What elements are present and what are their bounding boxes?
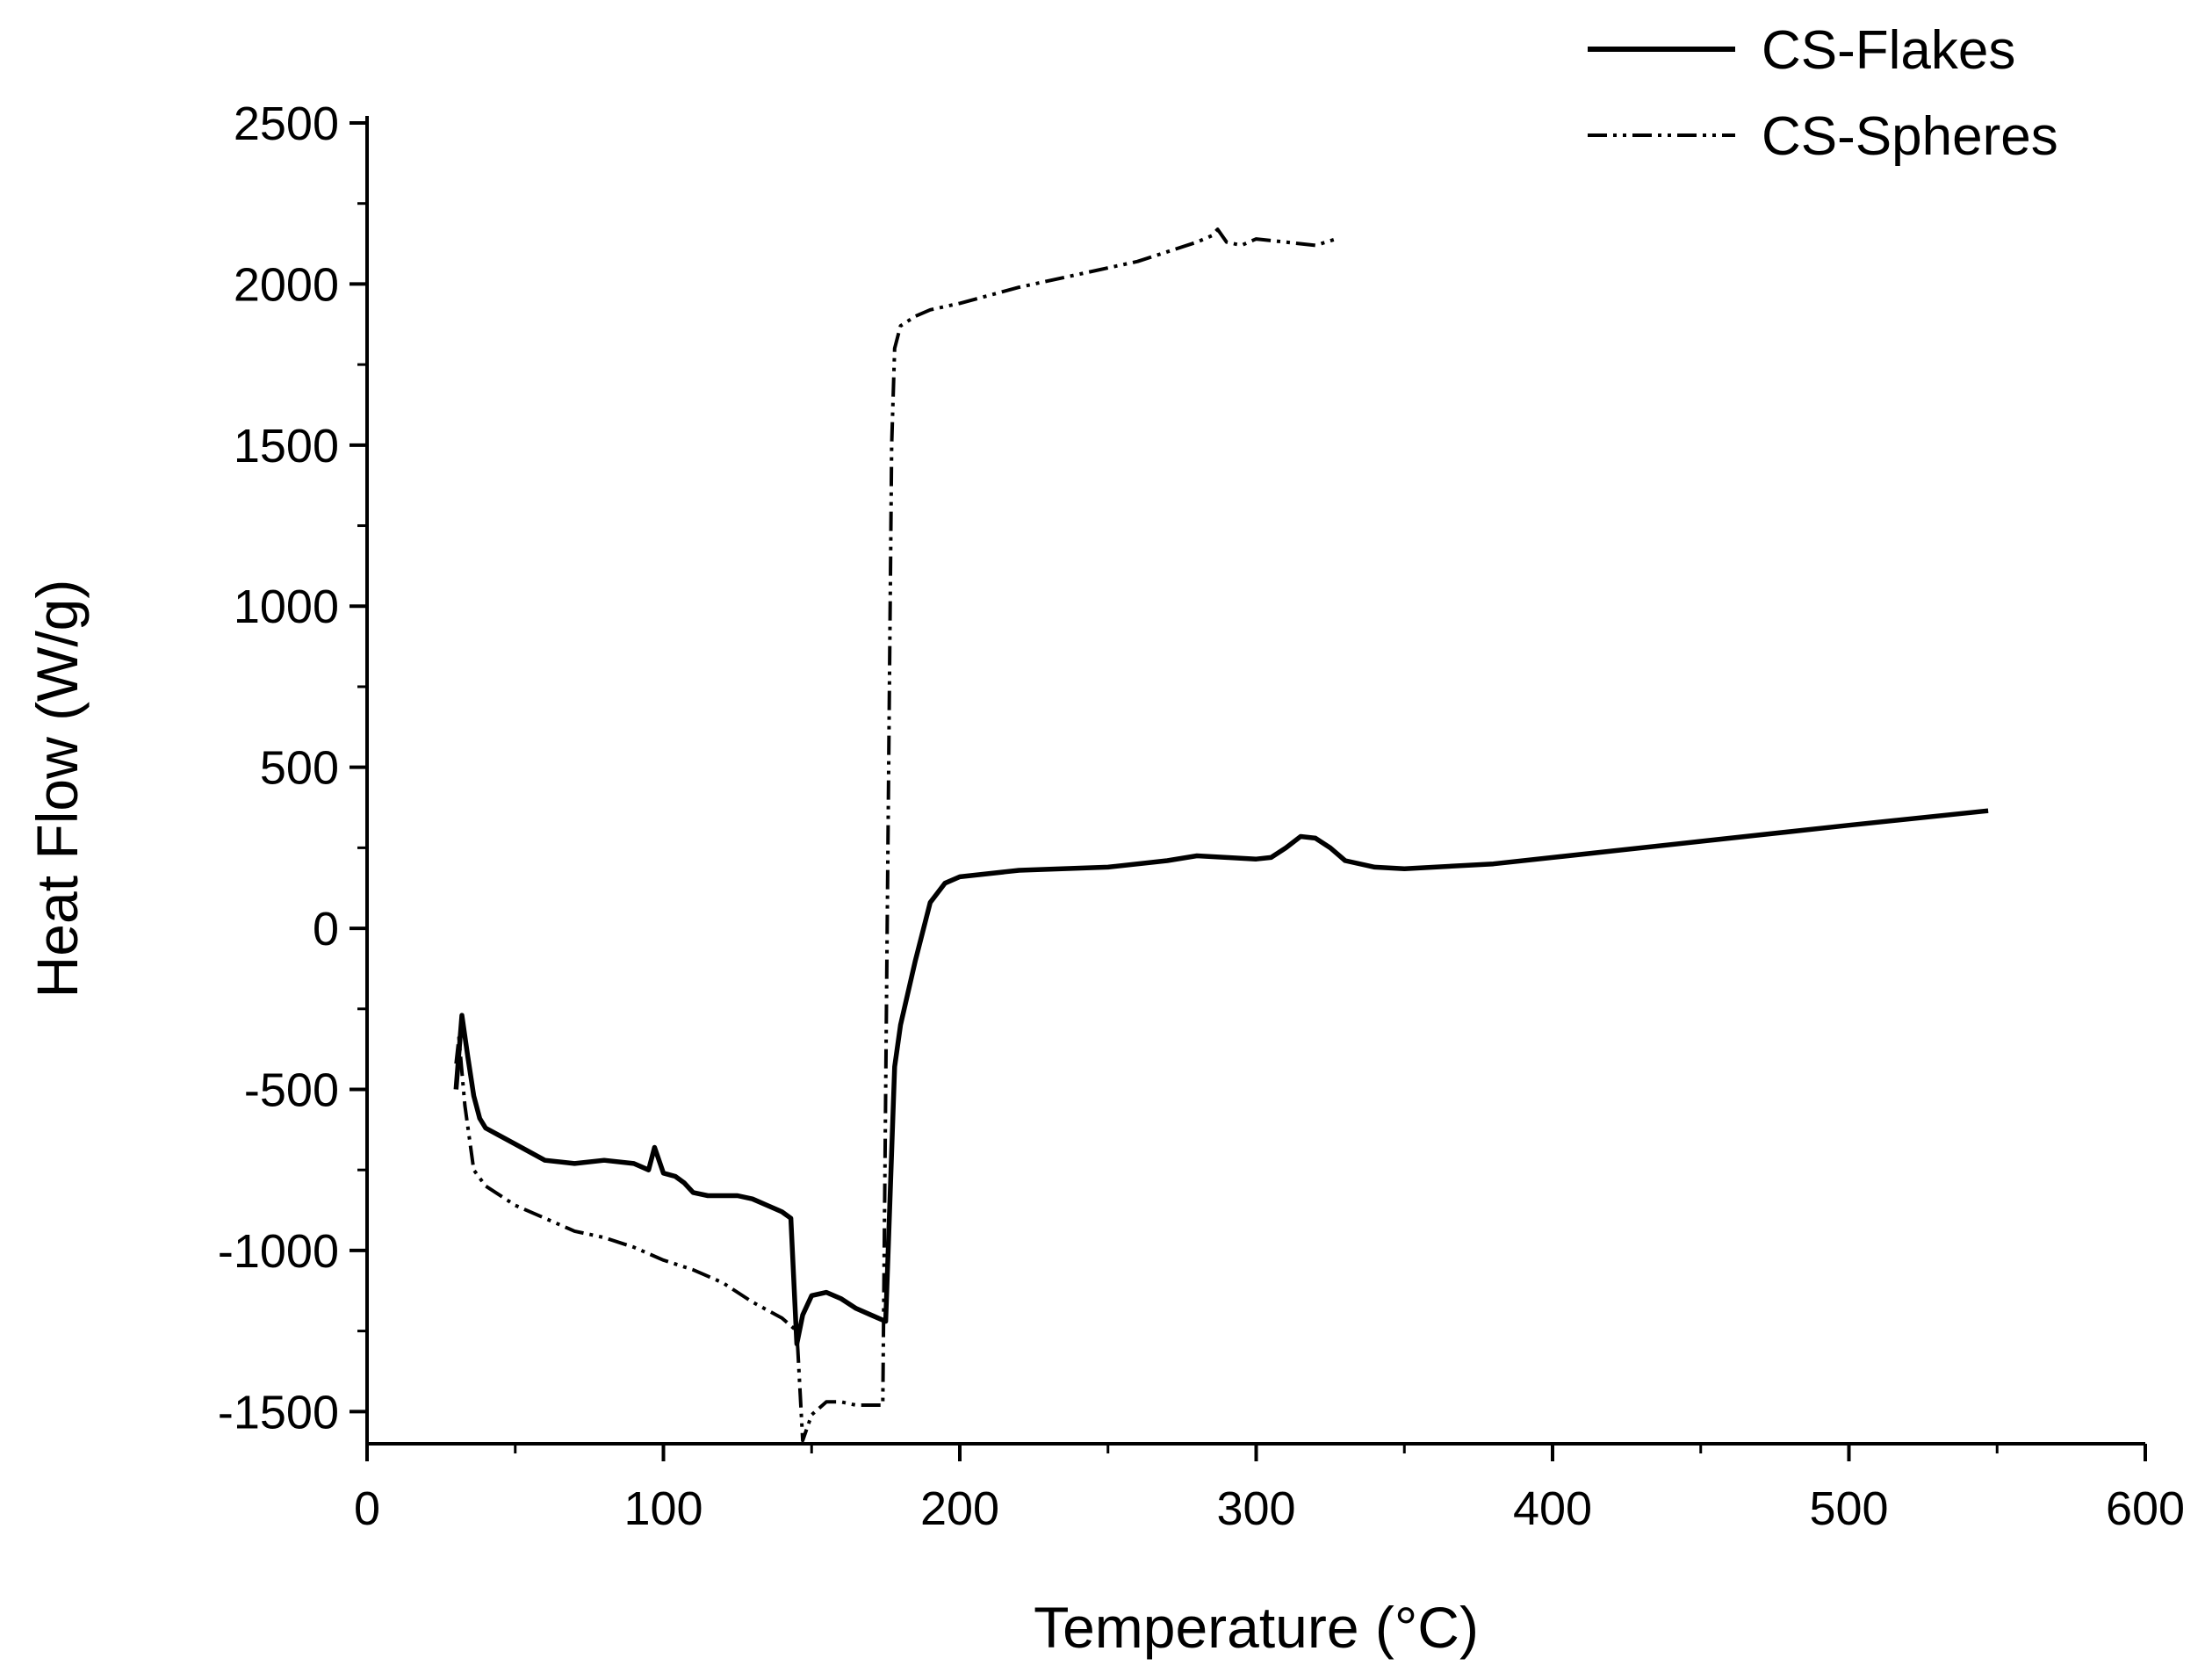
series-line-1 (453, 808, 1989, 1347)
x-tick-label: 200 (920, 1482, 999, 1535)
x-tick-label: 0 (354, 1482, 380, 1535)
x-tick-label: 600 (2106, 1482, 2185, 1535)
y-tick-label: 2000 (234, 258, 339, 311)
legend-label-2: CS-Spheres (1762, 106, 2058, 167)
y-tick-label: -1000 (218, 1225, 339, 1278)
y-axis-title: Heat Flow (W/g) (25, 580, 90, 999)
x-tick-label: 400 (1513, 1482, 1592, 1535)
legend: CS-Flakes CS-Spheres (1588, 20, 2058, 167)
x-tick-label: 300 (1216, 1482, 1295, 1535)
axes: 0 100 200 300 400 500 60025002000150010005000-… (218, 97, 2185, 1535)
y-tick-label: 2500 (234, 97, 339, 150)
x-tick-label: 500 (1809, 1482, 1888, 1535)
x-tick-label: 100 (623, 1482, 703, 1535)
y-tick-label: -500 (244, 1064, 339, 1116)
y-tick-label: 1000 (234, 580, 339, 633)
x-axis-title: Temperature (°C) (1034, 1595, 1479, 1660)
y-tick-label: 500 (260, 742, 339, 795)
series-line-2 (454, 227, 1337, 1443)
y-tick-label: 1500 (234, 420, 339, 472)
y-tick-label: -1500 (218, 1386, 339, 1438)
y-tick-label: 0 (313, 903, 339, 955)
legend-label-1: CS-Flakes (1762, 20, 2015, 81)
series-layer (453, 227, 1989, 1443)
